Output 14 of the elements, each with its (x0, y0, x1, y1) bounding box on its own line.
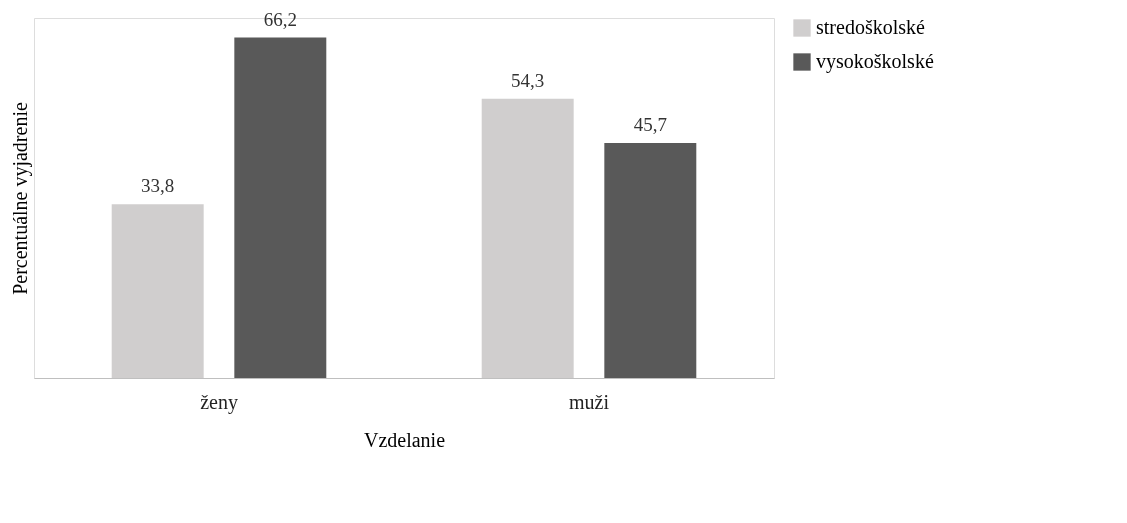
data-label: 66,2 (263, 8, 297, 30)
legend-label: stredoškolské (816, 16, 925, 38)
x-tick-label: muži (569, 390, 610, 413)
y-axis-title: Percentuálne vyjadrenie (8, 102, 32, 295)
x-axis-title: Vzdelanie (363, 428, 446, 451)
data-label: 33,8 (141, 175, 175, 197)
data-label: 54,3 (511, 69, 545, 91)
x-tick-label: ženy (200, 390, 238, 414)
bar (111, 204, 204, 378)
bar (481, 98, 574, 378)
bar (234, 37, 327, 378)
data-label: 45,7 (633, 113, 667, 135)
bar (604, 142, 697, 378)
legend-label: vysokoškolské (816, 50, 934, 73)
